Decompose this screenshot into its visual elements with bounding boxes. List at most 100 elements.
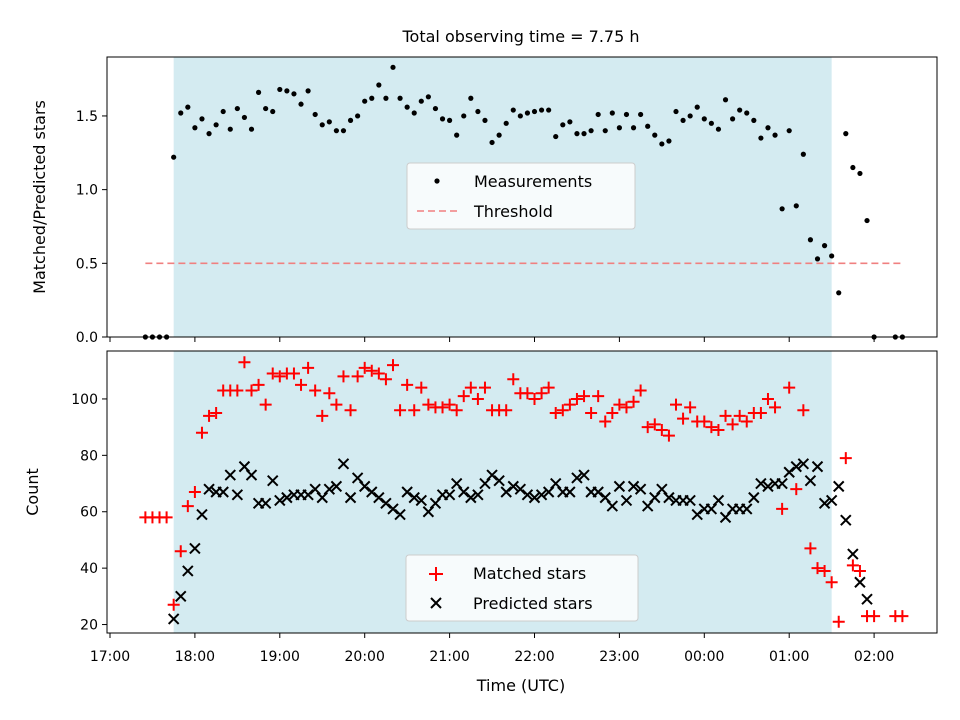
measurement-point xyxy=(708,120,714,126)
predicted-star-point xyxy=(231,489,244,501)
predicted-star-point xyxy=(203,483,215,495)
predicted-star-point xyxy=(514,483,527,495)
y-tick-label: 20 xyxy=(80,618,98,634)
legend-threshold-label: Threshold xyxy=(473,202,553,221)
measurement-point xyxy=(623,111,630,118)
matched-star-point xyxy=(613,398,626,411)
matched-star-point xyxy=(387,359,399,372)
measurement-point xyxy=(241,114,248,121)
matched-star-point xyxy=(478,381,491,394)
measurement-point xyxy=(821,243,828,249)
measurement-point xyxy=(645,123,651,129)
matched-star-point xyxy=(578,390,591,403)
matched-star-point xyxy=(394,404,407,417)
predicted-star-point xyxy=(373,491,385,504)
measurement-point xyxy=(213,122,219,128)
matched-star-point xyxy=(705,421,718,434)
y-tick-label: 1.5 xyxy=(76,109,98,125)
predicted-star-point xyxy=(330,480,343,493)
matched-star-point xyxy=(832,615,845,628)
predicted-star-point xyxy=(776,477,788,490)
legend-matched-marker xyxy=(429,567,443,581)
predicted-star-point xyxy=(790,460,802,473)
measurement-point xyxy=(482,117,488,123)
predicted-star-point xyxy=(380,497,392,509)
predicted-star-point xyxy=(521,489,534,501)
matched-star-point xyxy=(648,418,661,431)
predicted-star-point xyxy=(486,469,498,481)
matched-star-point xyxy=(408,404,421,417)
bottom-points xyxy=(139,356,909,628)
measurement-point xyxy=(807,237,814,243)
predicted-star-point xyxy=(578,469,590,481)
matched-star-point xyxy=(358,361,371,374)
bottom-x-ticks: 17:00 18:00 19:00 20:00 21:00 22:00 23:00 00:00… xyxy=(90,633,894,665)
x-tick-label: 19:00 xyxy=(260,649,300,665)
matched-star-point xyxy=(535,387,548,400)
measurement-point xyxy=(362,98,368,104)
matched-star-point xyxy=(372,367,385,380)
matched-star-point xyxy=(754,407,767,420)
measurement-point xyxy=(489,139,495,146)
matched-star-point xyxy=(627,395,640,408)
bottom-panel: 20 40 60 80 100 17:00 18:00 19:00 20:00 21:00 22:… xyxy=(23,350,938,695)
predicted-star-point xyxy=(358,480,371,493)
measurement-point xyxy=(538,107,545,113)
matched-star-point xyxy=(500,404,513,417)
matched-star-point xyxy=(670,398,682,411)
predicted-star-point xyxy=(196,508,208,521)
predicted-star-point xyxy=(493,475,505,487)
predicted-star-point xyxy=(167,613,180,625)
measurement-point xyxy=(263,105,269,112)
measurement-point xyxy=(319,122,325,128)
matched-star-point xyxy=(896,610,909,623)
predicted-star-point xyxy=(811,460,824,473)
matched-star-point xyxy=(563,398,576,411)
y-tick-label: 1.0 xyxy=(76,183,98,199)
predicted-star-point xyxy=(528,491,541,504)
measurement-point xyxy=(659,141,665,147)
predicted-star-point xyxy=(861,593,873,605)
matched-star-point xyxy=(316,409,329,422)
predicted-star-point xyxy=(443,489,456,501)
measurement-point xyxy=(687,113,693,119)
predicted-star-point xyxy=(408,491,420,504)
x-tick-label: 23:00 xyxy=(599,649,639,665)
matched-star-point xyxy=(776,502,789,515)
matched-star-point xyxy=(302,361,315,374)
top-plot-frame xyxy=(106,56,938,338)
predicted-star-point xyxy=(833,480,845,493)
predicted-star-point xyxy=(217,486,229,498)
measurement-point xyxy=(347,117,354,123)
measurement-point xyxy=(333,128,339,134)
measurement-point xyxy=(355,113,361,119)
matched-star-point xyxy=(570,392,583,405)
measurement-point xyxy=(248,126,255,132)
matched-star-point xyxy=(415,381,428,394)
matched-star-point xyxy=(606,407,619,420)
predicted-star-point xyxy=(627,480,640,493)
matched-star-point xyxy=(726,418,739,431)
matched-star-point xyxy=(436,401,449,414)
matched-star-point xyxy=(464,381,477,394)
predicted-star-point xyxy=(741,503,753,515)
matched-star-point xyxy=(804,542,817,555)
matched-star-point xyxy=(195,426,208,439)
measurement-point xyxy=(447,117,453,123)
predicted-star-point xyxy=(472,489,484,501)
measurement-point xyxy=(383,95,389,101)
measurement-point xyxy=(864,217,870,224)
measurement-point xyxy=(517,113,523,119)
y-tick-label: 40 xyxy=(80,561,98,577)
matched-star-point xyxy=(641,421,654,434)
x-tick-label: 00:00 xyxy=(684,649,724,665)
measurement-point xyxy=(439,116,446,122)
predicted-star-point xyxy=(825,494,838,507)
measurement-point xyxy=(638,111,644,118)
measurement-point xyxy=(178,110,184,116)
measurement-point xyxy=(701,116,707,122)
measurement-point xyxy=(510,107,516,113)
measurement-point xyxy=(560,122,566,128)
predicted-star-point xyxy=(684,494,696,507)
measurement-point xyxy=(666,138,672,144)
